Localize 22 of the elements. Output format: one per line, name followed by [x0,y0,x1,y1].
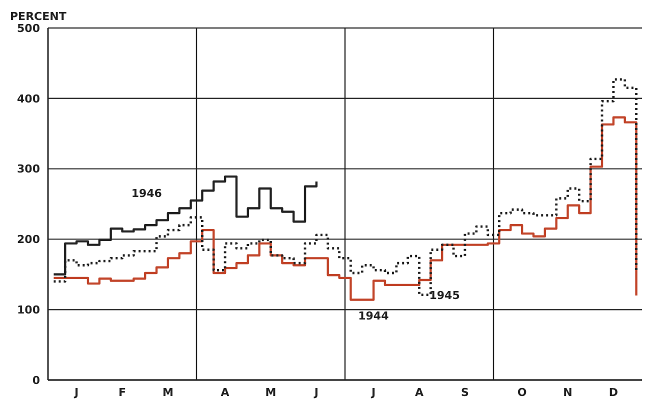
y-tick-label: 300 [17,162,40,176]
x-tick-label: M [162,386,174,399]
y-tick-label: 0 [32,374,40,387]
x-tick-label: M [265,386,276,399]
series-label: 1944 [358,310,390,323]
x-tick-label: J [370,386,376,399]
y-axis-title: PERCENT [10,10,66,23]
x-tick-label: D [608,386,618,399]
x-tick-label: A [414,386,424,399]
y-tick-label: 500 [17,22,40,35]
y-tick-label: 100 [17,304,40,317]
series-label: 1946 [131,187,162,200]
series-label: 1945 [429,288,460,302]
x-tick-label: N [563,386,572,399]
x-tick-label: O [517,386,527,399]
x-tick-label: F [118,386,126,399]
y-tick-label: 200 [17,233,40,246]
y-tick-label: 400 [17,92,40,106]
x-tick-label: A [220,386,230,399]
x-tick-label: J [313,386,318,399]
x-tick-label: J [74,386,79,399]
x-tick-label: S [460,386,469,399]
